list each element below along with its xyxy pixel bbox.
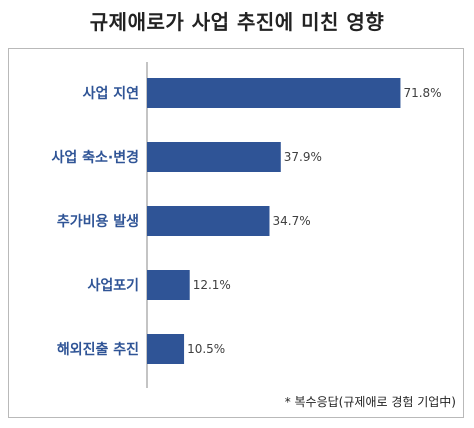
category-label-2: 사업 축소·변경 [52,149,139,166]
bar-4 [147,270,190,300]
category-label-4: 사업포기 [87,278,139,294]
bar-2 [147,142,281,172]
value-label-3: 34.7% [272,214,310,228]
bar-3 [147,206,270,236]
chart-title: 규제애로가 사업 추진에 미친 영향 [89,10,385,34]
value-label-4: 12.1% [193,278,231,292]
footnote: * 복수응답(규제애로 경험 기업中) [284,395,456,409]
category-label-1: 사업 지연 [83,86,139,102]
value-label-1: 71.8% [403,86,441,100]
bar-1 [147,78,401,108]
category-label-5: 해외진출 추진 [57,341,139,358]
bar-5 [147,334,185,364]
category-label-3: 추가비용 발생 [57,213,139,230]
chart-frame [8,48,464,418]
value-label-2: 37.9% [284,150,322,164]
value-label-5: 10.5% [187,342,225,356]
